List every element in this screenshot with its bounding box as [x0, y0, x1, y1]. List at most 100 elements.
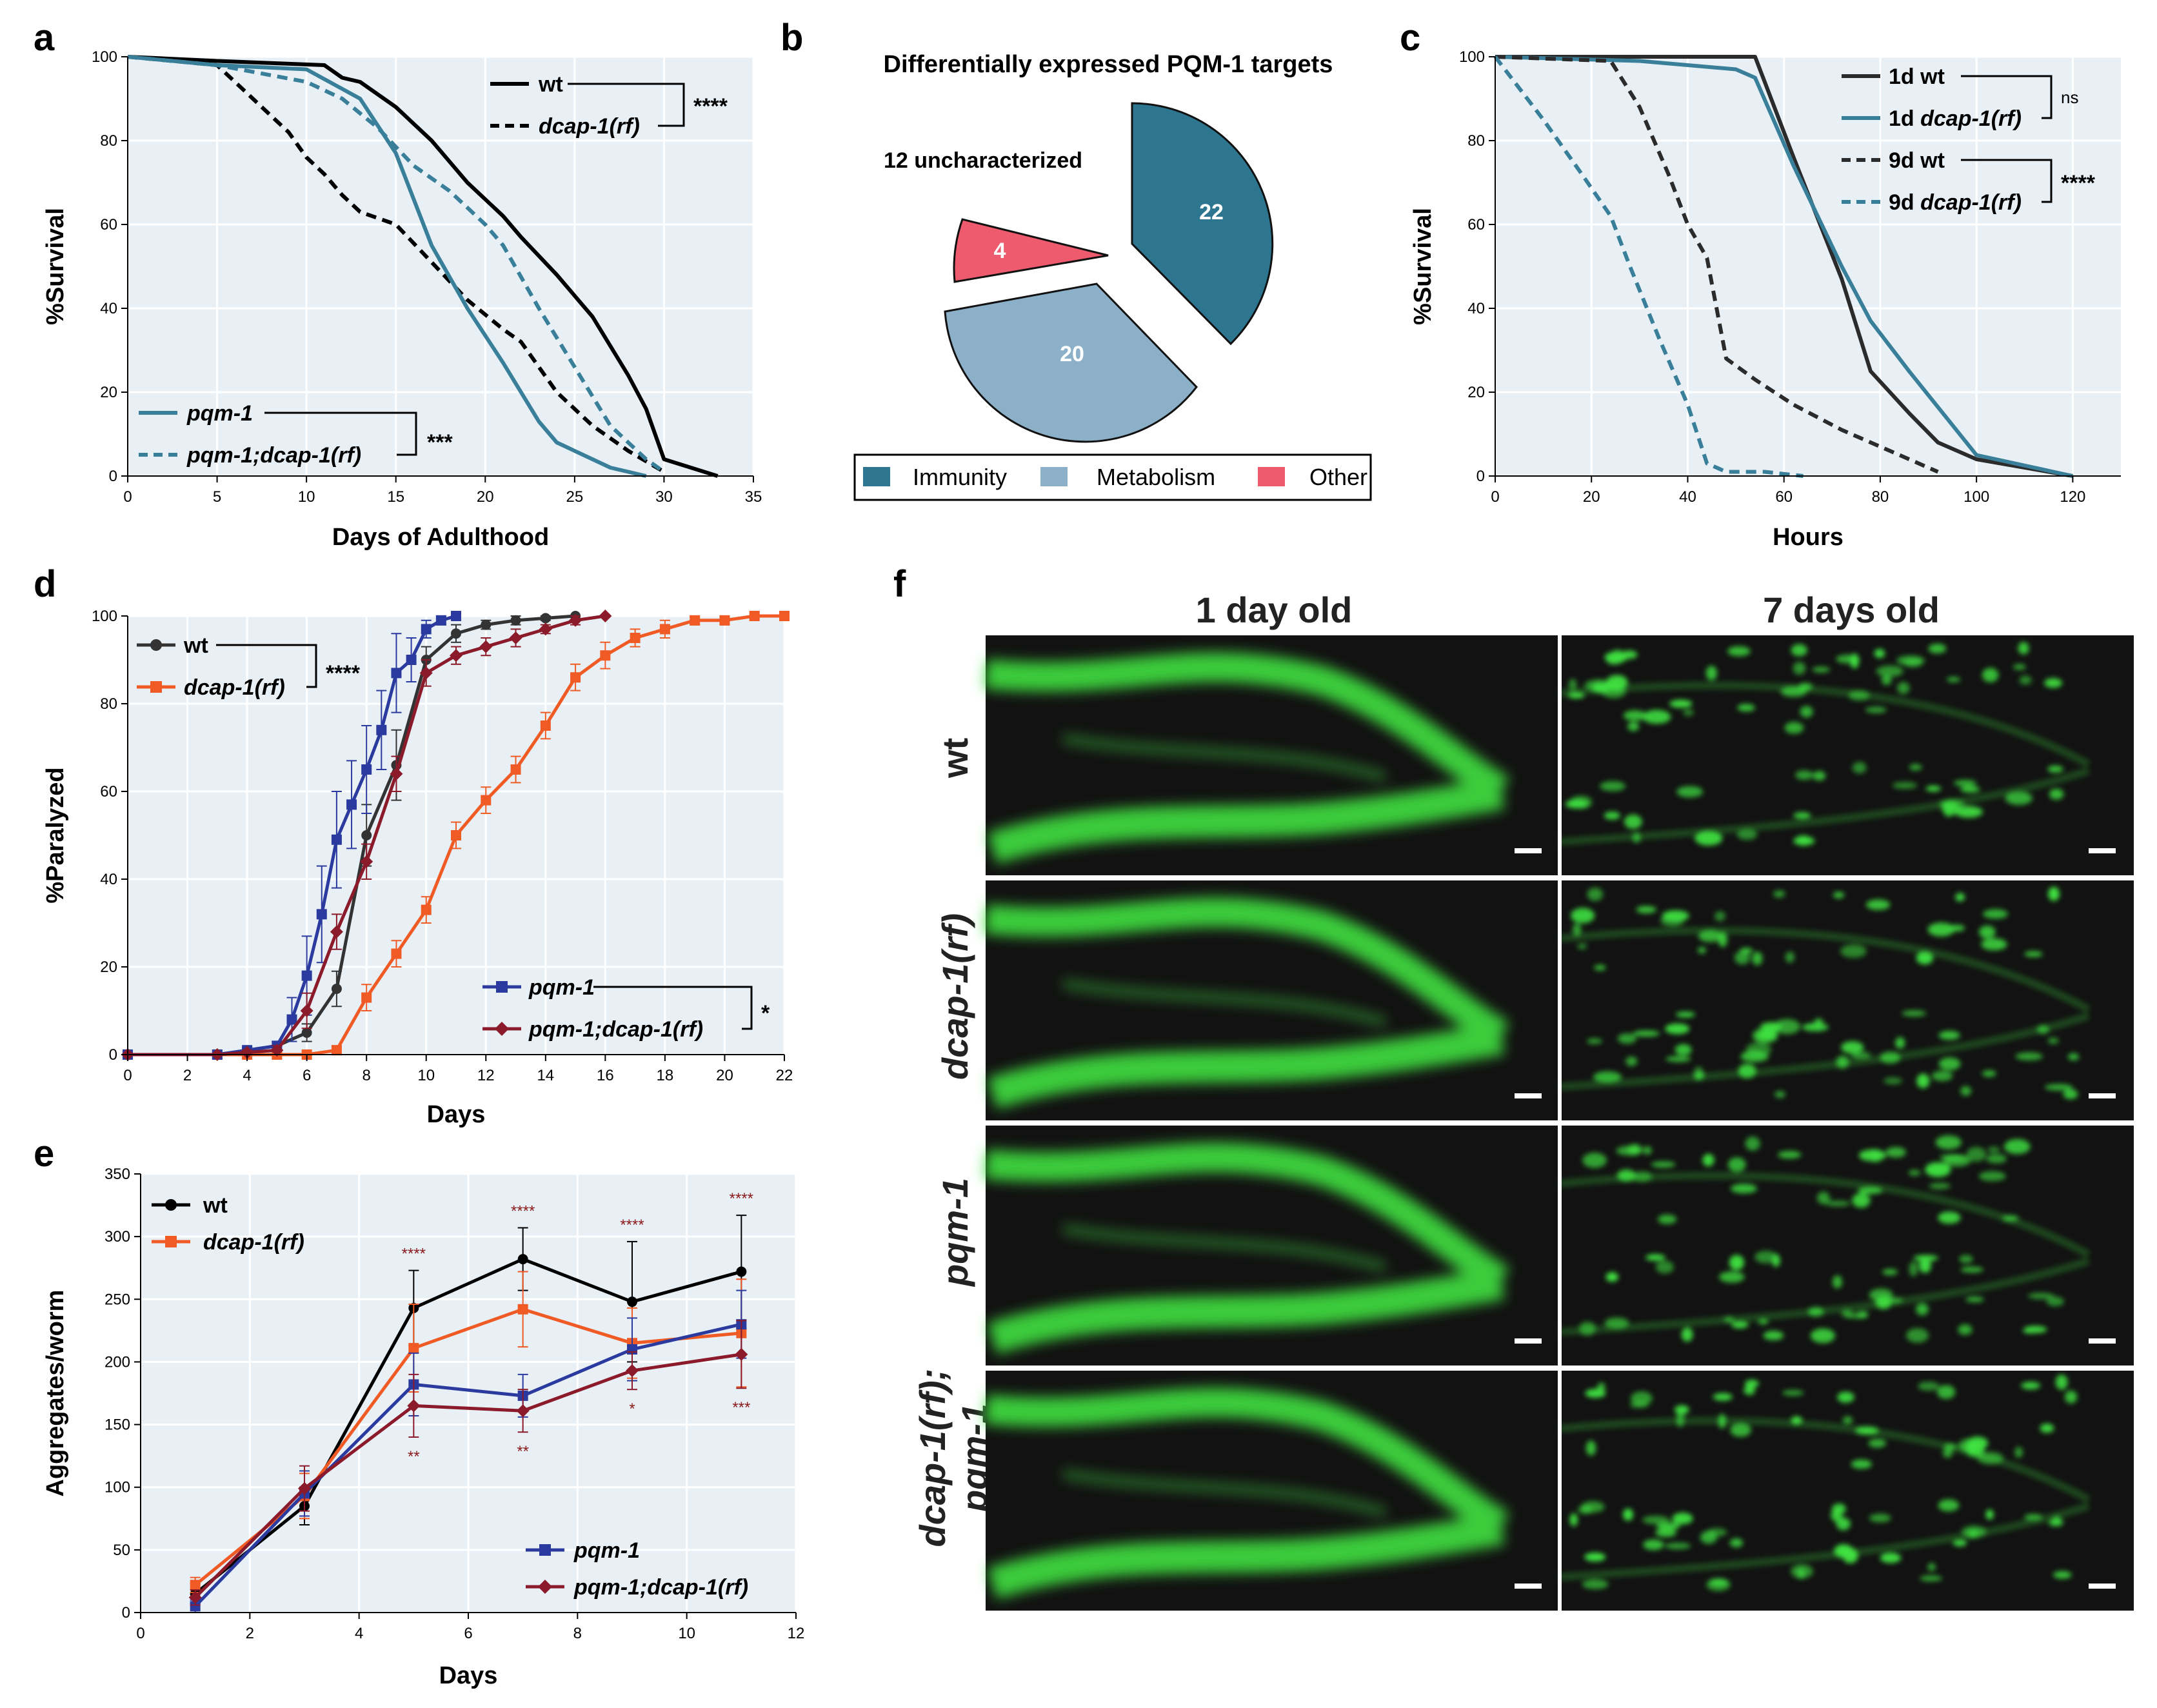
row-label-dcap-pqm-line1: dcap-1(rf); [912, 1369, 953, 1547]
data-point-wt [481, 619, 492, 630]
legend-label-1dwt: 1d wt [1889, 65, 1945, 89]
legend-marker-pqmdcap-d [495, 1022, 509, 1036]
data-point-pqm-1-dcap-1-rf- [509, 631, 522, 644]
x-tick-label: 0 [1491, 488, 1499, 506]
data-point-pqm-1-dcap-1-rf- [298, 1482, 311, 1495]
legend-marker-dcap-d [150, 681, 162, 693]
x-tick-label: 35 [745, 488, 762, 506]
x-tick-label: 5 [213, 488, 221, 506]
legend-label-pqmdcap-e: pqm-1;dcap-1(rf) [573, 1575, 748, 1600]
legend-marker-wt-d [150, 639, 162, 651]
micrograph-3-1 [1559, 1371, 2134, 1611]
x-tick-label: 0 [136, 1625, 144, 1642]
legend-swatch-other [1258, 467, 1285, 486]
data-point-dcap-1-rf- [331, 1045, 342, 1056]
y-tick-label: 20 [1467, 384, 1485, 401]
y-tick-label: 0 [109, 1046, 117, 1064]
legend-bracket-c-bottom [1961, 159, 2053, 203]
y-tick-label: 80 [1467, 132, 1485, 150]
pie-label-immunity: 22 [1199, 200, 1224, 224]
y-tick-label: 150 [104, 1416, 130, 1434]
data-point-pqm-1 [316, 909, 327, 920]
y-tick-label: 80 [100, 695, 117, 713]
data-point-pqm-1 [331, 834, 342, 845]
data-point-pqm-1-dcap-1-rf- [626, 1364, 639, 1378]
survival-chart-c: 0 20 40 60 80 100 120 0 20 40 60 80 100 Hours %Survi… [1409, 48, 2121, 551]
sig-a-bottom: *** [427, 430, 453, 455]
y-axis-label-a: %Survival [42, 208, 69, 325]
legend-marker-wt-e [165, 1199, 177, 1211]
x-tick-label: 0 [123, 488, 132, 506]
x-tick-label: 10 [298, 488, 315, 506]
data-point-pqm-1-dcap-1-rf- [450, 649, 462, 662]
y-axis-label-c: %Survival [1409, 208, 1436, 325]
x-tick-label: 16 [597, 1067, 614, 1084]
x-tick-label: 4 [355, 1625, 363, 1642]
micrograph-2-1 [1559, 1126, 2134, 1365]
data-point-pqm-1 [346, 799, 357, 810]
x-tick-label: 15 [387, 488, 404, 506]
legend-swatch-immunity [863, 467, 890, 486]
sig-above-label: **** [402, 1246, 426, 1263]
series-line-pqm-1 [127, 55, 647, 478]
legend-marker-pqm-e [539, 1544, 551, 1556]
data-point-dcap-1-rf- [510, 764, 521, 775]
data-point-pqm-1 [190, 1601, 201, 1612]
x-tick-label: 8 [573, 1625, 582, 1642]
data-point-pqm-1 [421, 624, 432, 635]
legend-bracket-a-bottom [264, 412, 417, 456]
panel-a-letter: a [34, 17, 55, 59]
series-line-pqm-1-dcap-1-rf- [194, 1353, 742, 1599]
x-tick-label: 18 [657, 1067, 674, 1084]
row-label-dcap: dcap-1(rf) [935, 913, 975, 1080]
data-point-pqm-1-dcap-1-rf- [539, 622, 552, 636]
legend-marker-dcap-e [165, 1236, 177, 1247]
data-point-dcap-1-rf- [719, 615, 730, 626]
data-point-pqm-1-dcap-1-rf- [419, 666, 433, 680]
x-tick-label: 0 [123, 1067, 132, 1084]
survival-chart-a: 0 5 10 15 20 25 30 35 0 20 40 60 80 100 Days of Adult… [42, 48, 762, 551]
data-point-dcap-1-rf- [540, 720, 551, 731]
legend-label-1ddcap: 1d dcap-1(rf) [1889, 106, 2022, 131]
legend-label-wt-d: wt [183, 633, 208, 658]
y-tick-label: 60 [100, 216, 117, 233]
data-point-dcap-1-rf- [517, 1304, 528, 1315]
legend-label-wt-a: wt [538, 72, 563, 97]
data-point-dcap-1-rf- [361, 992, 372, 1003]
col-header-1day: 1 day old [1196, 590, 1353, 630]
x-tick-label: 20 [1583, 488, 1600, 506]
y-tick-label: 20 [100, 958, 117, 976]
pie-label-metabolism: 20 [1060, 342, 1084, 366]
data-point-pqm-1 [391, 668, 402, 679]
y-axis-label-d: %Paralyzed [42, 767, 69, 903]
legend-immunity: Immunity [913, 464, 1007, 490]
data-point-dcap-1-rf- [749, 611, 760, 621]
data-point-dcap-1-rf- [421, 904, 432, 915]
x-tick-label: 6 [303, 1067, 311, 1084]
data-point-pqm-1-dcap-1-rf- [569, 613, 582, 627]
paralysis-chart-d: 0 2 4 6 8 10 12 14 16 18 20 22 0 20 40 60 80 100 Days %Pa… [42, 608, 793, 1128]
x-tick-label: 25 [566, 488, 584, 506]
sig-below-label: ** [408, 1448, 420, 1465]
scale-bar [1515, 1338, 1542, 1344]
pie-slice-metabolism [944, 283, 1198, 443]
data-point-pqm-1 [451, 611, 461, 621]
y-tick-label: 0 [109, 468, 117, 485]
legend-label-9ddcap: 9d dcap-1(rf) [1889, 190, 2022, 215]
data-point-pqm-1-dcap-1-rf- [390, 767, 403, 780]
series-line-1d-wt [1495, 55, 2073, 478]
data-point-dcap-1-rf- [600, 650, 611, 661]
data-point-dcap-1-rf- [408, 1343, 419, 1354]
y-tick-label: 100 [92, 608, 117, 625]
data-point-pqm-1-dcap-1-rf- [360, 855, 373, 868]
data-point-pqm-1-dcap-1-rf- [516, 1404, 530, 1418]
x-tick-label: 80 [1872, 488, 1889, 506]
pie-chart-b: Differentially expressed PQM-1 targets 1… [853, 51, 1372, 501]
micrograph-0-0 [984, 635, 1560, 875]
legend-label-pqm-a: pqm-1 [186, 401, 253, 426]
data-point-wt [540, 613, 551, 624]
panel-f-letter: f [893, 563, 906, 605]
x-tick-label: 20 [716, 1067, 733, 1084]
legend-label-9dwt: 9d wt [1889, 148, 1945, 173]
